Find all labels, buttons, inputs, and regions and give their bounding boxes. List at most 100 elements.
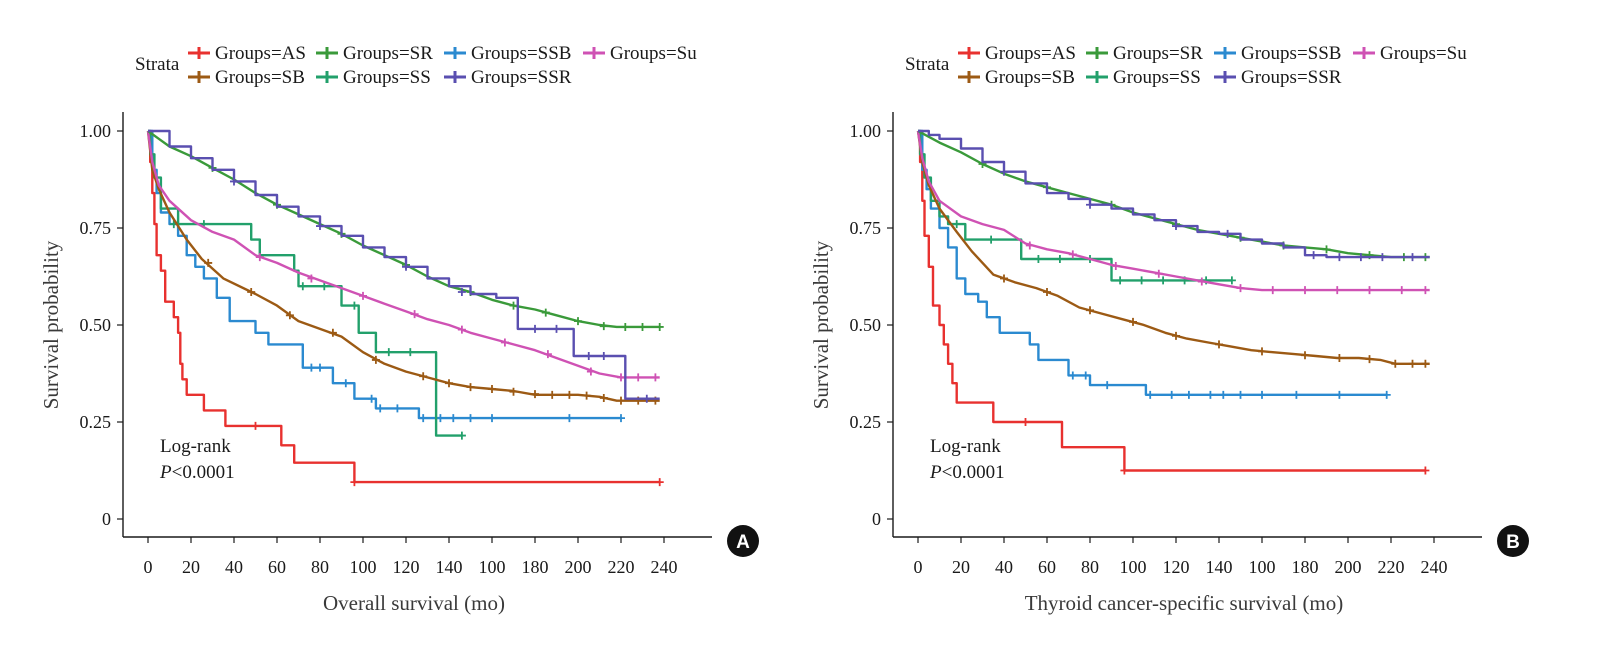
series-as [148, 129, 664, 487]
legend-label: Groups=AS [215, 43, 306, 64]
censor-mark [1356, 253, 1365, 262]
legend-label: Groups=Su [610, 43, 697, 64]
censor-mark [419, 372, 428, 381]
censor-mark [1333, 286, 1342, 295]
censor-mark [1081, 371, 1090, 380]
censor-mark [384, 348, 393, 357]
legend-label: Groups=SR [343, 43, 433, 64]
censor-mark [1292, 390, 1301, 399]
censor-mark [541, 308, 550, 317]
p-value: <0.0001 [942, 462, 1005, 483]
censor-mark [1421, 466, 1430, 475]
series-sb [916, 130, 1430, 368]
y-tick-label: 0 [102, 509, 111, 529]
censor-mark [599, 352, 608, 361]
censor-mark [1120, 466, 1129, 475]
p-value-label: P<0.0001 [929, 462, 1005, 483]
x-tick-label: 0 [914, 557, 923, 577]
x-tick-label: 40 [225, 557, 243, 577]
censor-mark [350, 478, 359, 487]
censor-mark [617, 396, 625, 405]
censor-mark [298, 282, 307, 291]
legend-item-as: Groups=AS [188, 43, 306, 64]
censor-mark [531, 324, 539, 333]
censor-mark [574, 317, 582, 326]
censor-mark [1397, 286, 1406, 295]
censor-mark [1365, 355, 1374, 364]
p-symbol: P [929, 462, 942, 483]
censor-mark [952, 220, 961, 229]
censor-mark [565, 390, 574, 399]
censor-mark [1227, 276, 1236, 285]
badge-circle [727, 525, 759, 557]
censor-mark [617, 373, 625, 382]
legend-label: Groups=AS [985, 43, 1076, 64]
censor-mark [1335, 253, 1344, 262]
censor-mark [251, 421, 260, 430]
censor-mark [457, 325, 466, 334]
censor-mark [1301, 286, 1309, 295]
series-ssr [148, 129, 660, 403]
survival-curve [916, 130, 1430, 292]
censor-mark [1146, 390, 1155, 399]
censor-mark [466, 414, 475, 423]
x-tick-label: 40 [995, 557, 1013, 577]
censor-mark [531, 390, 539, 399]
legend-label: Groups=SS [343, 67, 431, 88]
x-tick-label: 80 [311, 557, 329, 577]
legend-label: Groups=SSR [1241, 67, 1342, 88]
censor-mark [307, 274, 316, 283]
censor-mark [466, 383, 475, 392]
x-tick-label: 100 [1120, 557, 1147, 577]
censor-mark [565, 414, 574, 423]
censor-mark [341, 379, 350, 388]
legend-label: Groups=SR [1113, 43, 1203, 64]
censor-mark [204, 258, 213, 267]
censor-mark [457, 288, 466, 297]
censor-mark [1129, 317, 1137, 326]
survival-curve [148, 129, 660, 400]
censor-mark [987, 235, 996, 244]
censor-mark [1309, 251, 1318, 260]
legend-item-ss: Groups=SS [316, 67, 431, 88]
censor-mark [1154, 269, 1163, 278]
censor-mark [1172, 222, 1180, 231]
badge-letter: A [736, 532, 750, 553]
y-tick-label: 0.50 [80, 315, 112, 335]
censor-mark [1055, 255, 1064, 264]
censor-mark [1421, 286, 1430, 295]
series-sr [917, 129, 1430, 262]
y-tick-label: 0 [872, 509, 881, 529]
censor-mark [1365, 286, 1374, 295]
survival-curve [148, 129, 660, 484]
legend-item-sr: Groups=SR [1086, 43, 1203, 64]
legend-item-su: Groups=Su [583, 43, 697, 64]
x-tick-label: 100 [479, 557, 506, 577]
logrank-label: Log-rank [930, 436, 1001, 457]
x-tick-label: 120 [1163, 557, 1190, 577]
censor-mark [1103, 381, 1112, 390]
censor-mark [599, 322, 608, 331]
censor-mark [445, 379, 453, 388]
censor-mark [1268, 286, 1277, 295]
censor-mark [1258, 390, 1266, 399]
legend-label: Groups=SSR [471, 67, 572, 88]
censor-mark [436, 414, 445, 423]
x-tick-label: 0 [144, 557, 153, 577]
censor-mark [1116, 276, 1125, 285]
censor-mark [1206, 390, 1215, 399]
censor-mark [1111, 262, 1120, 271]
censor-mark [230, 177, 238, 186]
series-ssb [918, 129, 1391, 399]
censor-mark [1167, 390, 1176, 399]
survival-curve [917, 129, 1430, 259]
censor-mark [617, 414, 625, 423]
censor-mark [634, 373, 643, 382]
censor-mark [316, 222, 324, 231]
censor-mark [1172, 331, 1180, 340]
censor-mark [359, 291, 367, 300]
censor-mark [449, 414, 458, 423]
y-axis-title: Survival probability [39, 240, 63, 409]
